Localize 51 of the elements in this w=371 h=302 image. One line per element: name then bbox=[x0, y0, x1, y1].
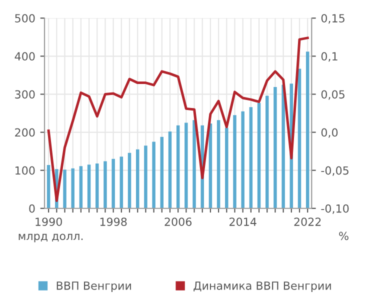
bar bbox=[79, 166, 83, 208]
x-tick-label: 2022 bbox=[294, 218, 321, 226]
y2-tick-label: -0,10 bbox=[321, 204, 349, 214]
x-tick-label: 2006 bbox=[164, 218, 192, 226]
bar bbox=[241, 111, 244, 208]
bar bbox=[152, 142, 156, 208]
line-series bbox=[47, 36, 309, 202]
legend-label: ВВП Венгрии bbox=[56, 282, 131, 292]
bar bbox=[136, 149, 140, 208]
bar bbox=[112, 158, 115, 208]
bar bbox=[282, 84, 285, 208]
bar bbox=[46, 165, 50, 208]
y2-tick-label: 0,05 bbox=[321, 90, 344, 100]
bar bbox=[63, 170, 66, 208]
bar bbox=[176, 125, 180, 208]
y2-tick-label: 0,15 bbox=[321, 14, 344, 24]
bar bbox=[96, 163, 99, 208]
bar bbox=[266, 96, 269, 208]
y-tick-label: 500 bbox=[15, 14, 35, 22]
y2-tick-label: 0,1 bbox=[321, 52, 338, 62]
bar bbox=[184, 122, 188, 208]
y-tick-label: 200 bbox=[15, 128, 35, 137]
bar bbox=[225, 128, 228, 208]
bar bbox=[128, 152, 132, 208]
y2-tick-label: -0,05 bbox=[321, 166, 348, 176]
bar bbox=[249, 107, 253, 208]
legend-label: Динамика ВВП Венгрии bbox=[194, 282, 331, 292]
x-tick-label: 1998 bbox=[100, 218, 127, 226]
y-tick-label: 100 bbox=[16, 166, 35, 175]
bar bbox=[144, 146, 148, 208]
bar bbox=[298, 68, 302, 208]
bar bbox=[160, 136, 164, 208]
y-tick-label: 0 bbox=[29, 204, 35, 213]
y2-tick-label: 0,0 bbox=[321, 128, 338, 138]
bar bbox=[168, 132, 172, 208]
bar bbox=[192, 120, 196, 208]
x-tick-label: 2014 bbox=[230, 218, 256, 226]
bar bbox=[257, 102, 261, 208]
bar bbox=[120, 156, 124, 208]
y-axis-title: млрд долл. bbox=[18, 234, 83, 242]
y-tick-label: 300 bbox=[15, 90, 35, 99]
bar bbox=[87, 164, 91, 208]
bar bbox=[104, 161, 107, 208]
y-tick-label: 400 bbox=[14, 52, 35, 61]
bar bbox=[233, 115, 236, 208]
bar bbox=[306, 52, 310, 208]
bar bbox=[71, 168, 74, 208]
x-tick-label: 1990 bbox=[36, 218, 62, 226]
bar bbox=[274, 86, 277, 208]
bar bbox=[216, 120, 220, 208]
y2-axis-title: % bbox=[339, 232, 348, 240]
